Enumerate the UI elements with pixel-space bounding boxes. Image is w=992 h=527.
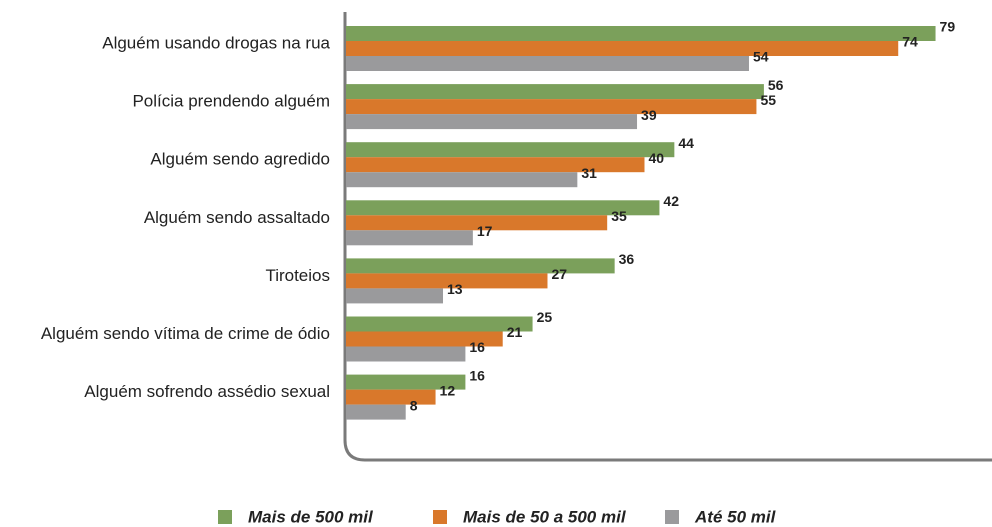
value-label: 54: [753, 49, 769, 65]
bar: [346, 288, 444, 304]
category-label: Alguém sendo assaltado: [144, 208, 330, 227]
legend-label: Mais de 50 a 500 mil: [463, 507, 627, 526]
legend-swatch: [218, 510, 232, 524]
bar: [346, 374, 466, 390]
bar: [346, 26, 936, 41]
value-label: 25: [537, 309, 553, 325]
bar: [346, 258, 615, 274]
bar: [346, 56, 749, 71]
value-label: 31: [581, 165, 597, 181]
value-label: 40: [649, 150, 665, 166]
category-label: Alguém sendo agredido: [150, 150, 330, 169]
bar: [346, 41, 899, 56]
category-label: Alguém sofrendo assédio sexual: [84, 382, 330, 401]
bar: [346, 84, 764, 100]
category-label: Polícia prendendo alguém: [132, 92, 330, 111]
bar: [346, 114, 638, 130]
bar: [346, 273, 548, 289]
value-label: 36: [619, 251, 635, 267]
category-label: Alguém usando drogas na rua: [102, 33, 330, 52]
bar: [346, 404, 406, 420]
bar: [346, 142, 675, 158]
value-label: 74: [902, 34, 918, 50]
bar: [346, 389, 436, 405]
bar: [346, 99, 757, 115]
value-label: 55: [760, 92, 776, 108]
category-label: Alguém sendo vítima de crime de ódio: [41, 324, 330, 343]
axis-frame: [343, 12, 992, 462]
value-label: 42: [663, 193, 679, 209]
bar: [346, 316, 533, 332]
bar: [346, 157, 645, 173]
value-label: 17: [477, 223, 493, 239]
value-label: 39: [641, 107, 657, 123]
bar: [346, 230, 473, 246]
legend-swatch: [433, 510, 447, 524]
category-label: Tiroteios: [265, 266, 330, 285]
value-label: 21: [507, 324, 523, 340]
bar: [346, 346, 466, 362]
legend-label: Mais de 500 mil: [248, 507, 374, 526]
bar: [346, 172, 578, 188]
value-label: 56: [768, 77, 784, 93]
value-label: 16: [469, 339, 485, 355]
value-label: 27: [551, 266, 567, 282]
value-label: 35: [611, 208, 627, 224]
value-label: 8: [410, 397, 418, 413]
legend-label: Até 50 mil: [694, 507, 777, 526]
value-label: 13: [447, 281, 463, 297]
value-label: 44: [678, 135, 694, 151]
value-label: 12: [440, 382, 456, 398]
bar: [346, 215, 608, 231]
value-label: 79: [940, 19, 956, 35]
value-label: 16: [469, 367, 485, 383]
legend-swatch: [665, 510, 679, 524]
bar: [346, 331, 503, 347]
bar: [346, 200, 660, 216]
